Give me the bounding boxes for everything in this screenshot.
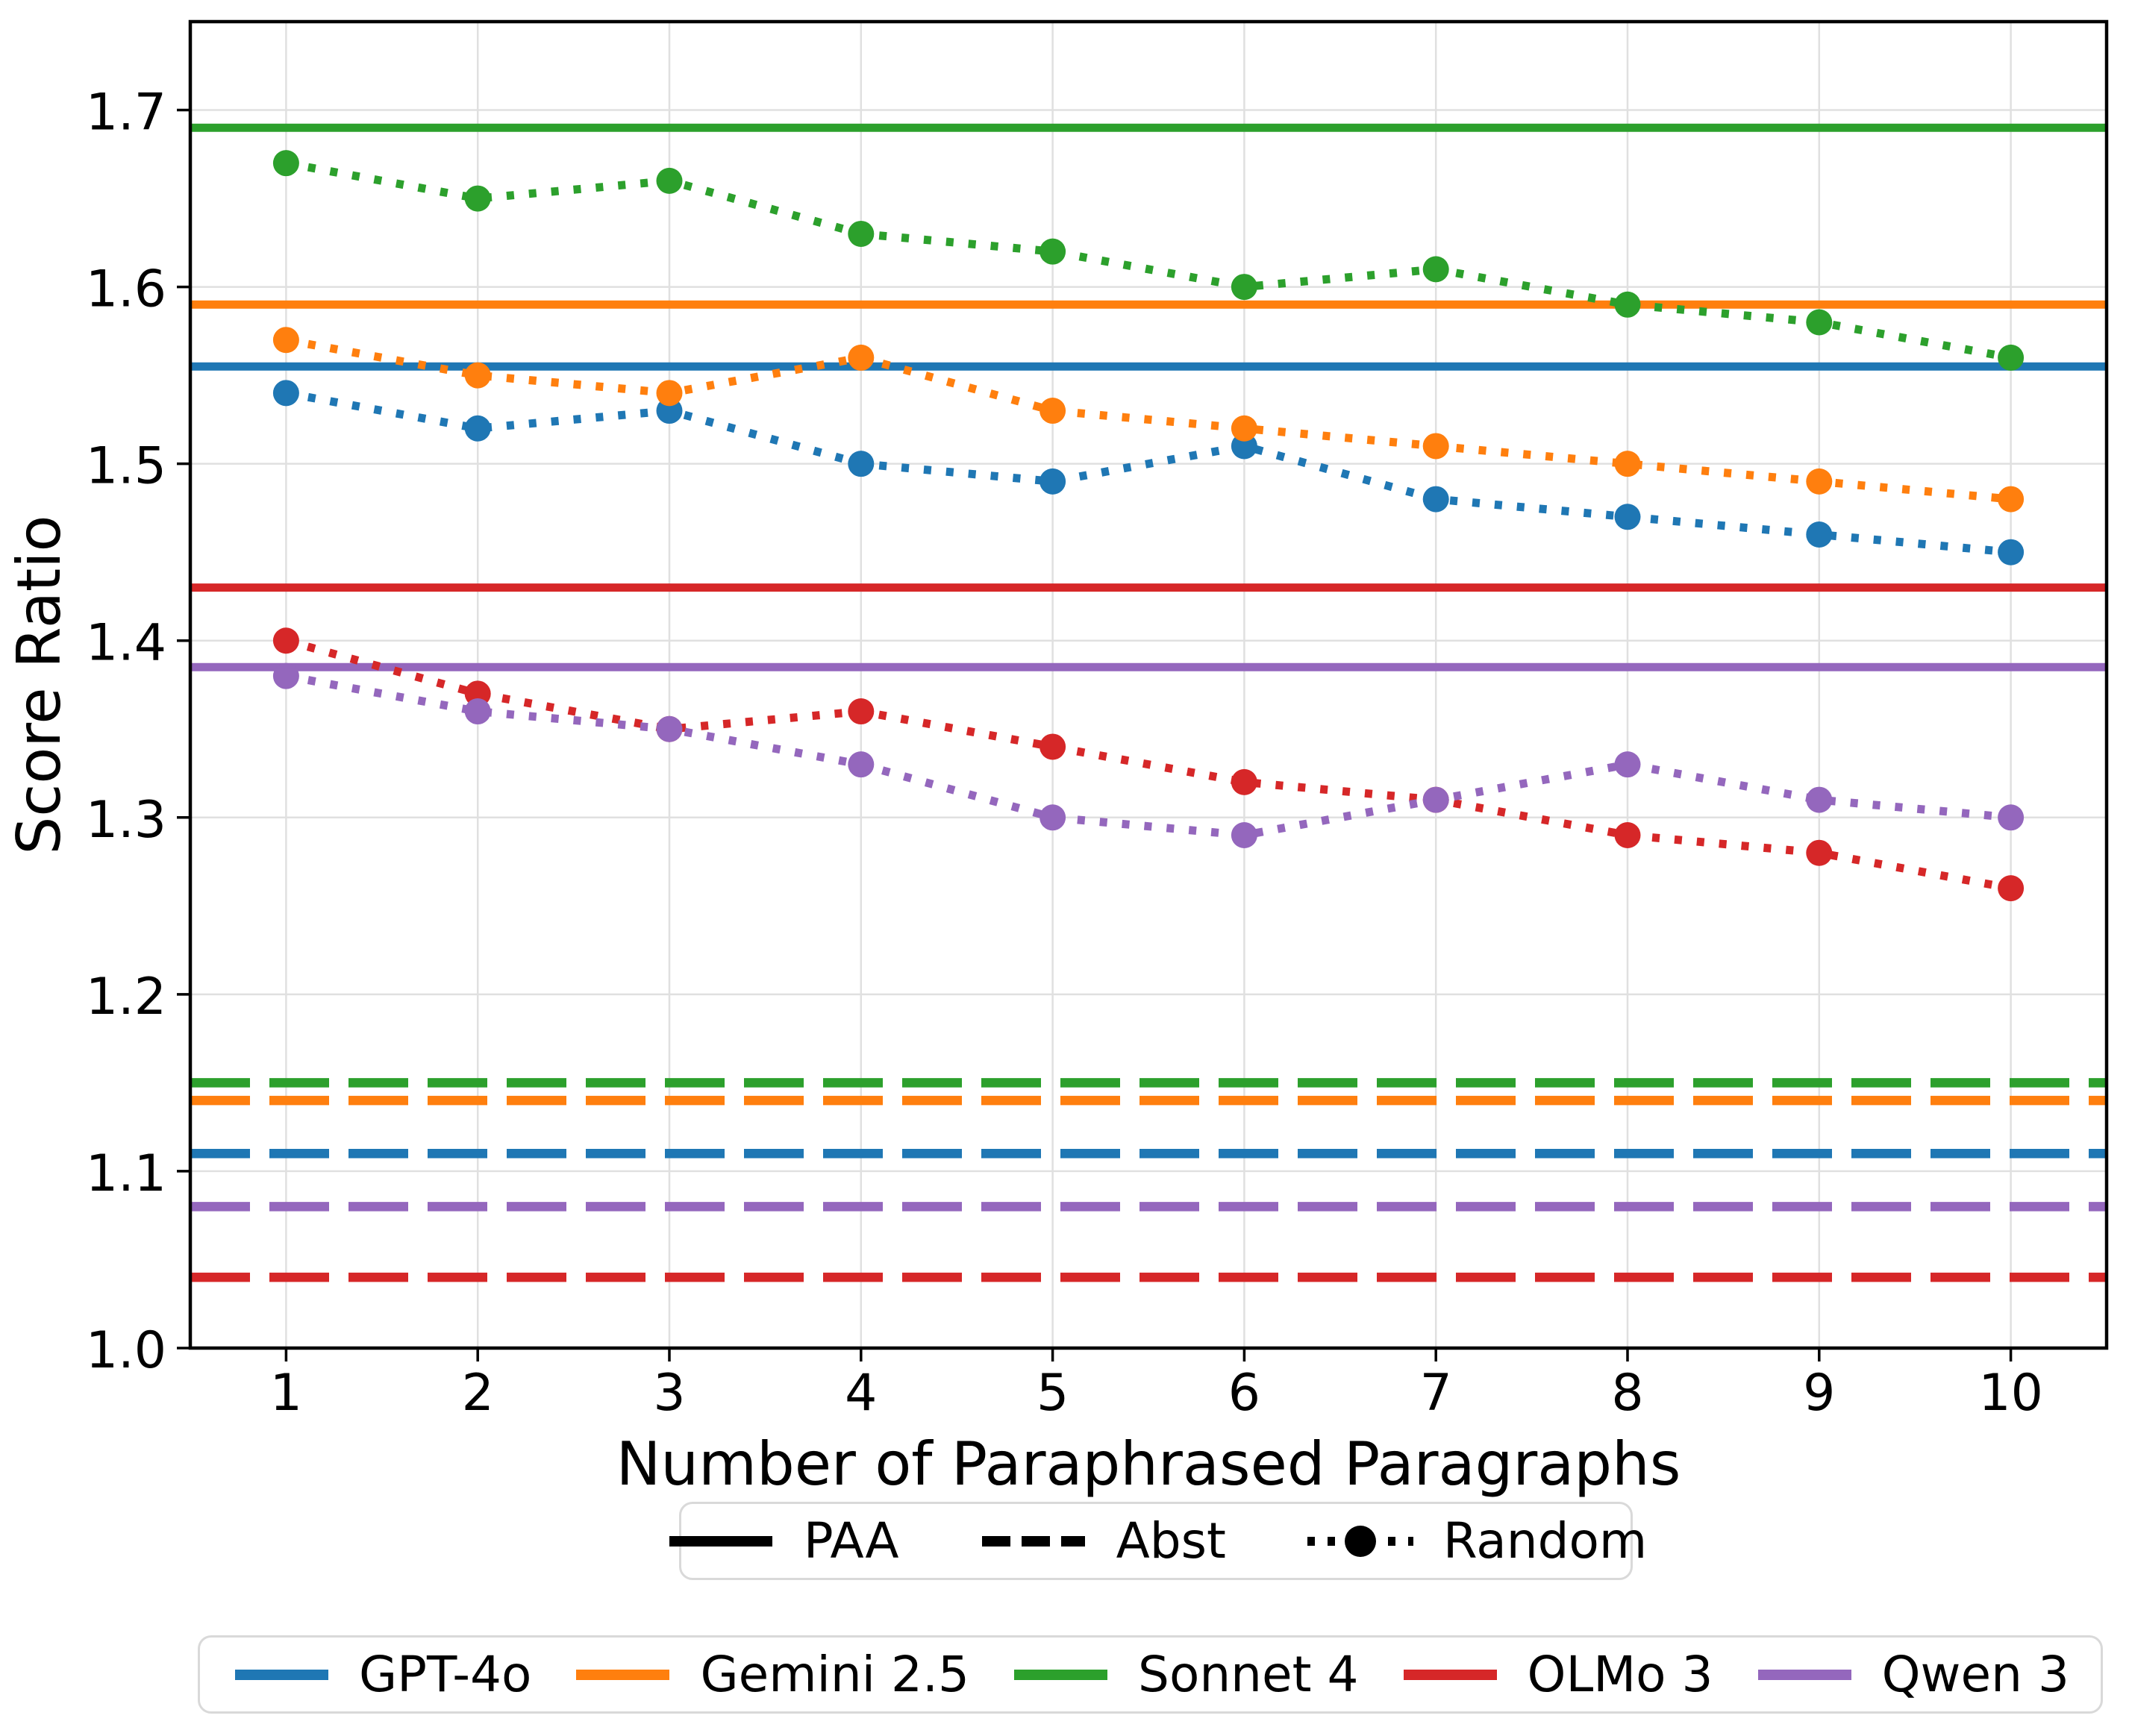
random-line-sonnet-4 <box>285 159 2012 362</box>
random-marker-qwen-3-x4 <box>848 751 875 778</box>
random-marker-qwen-3-x3 <box>656 715 683 742</box>
random-marker-olmo-3-x9 <box>1806 839 1833 866</box>
random-marker-gpt-4o-x9 <box>1806 521 1833 548</box>
axes-spines <box>188 19 2109 1350</box>
random-marker-gemini-2-5-x2 <box>464 362 491 389</box>
x-tick-label-8: 8 <box>1611 1364 1643 1423</box>
random-marker-olmo-3-x8 <box>1614 822 1641 849</box>
y-axis-label: Score Ratio <box>4 516 74 855</box>
legend-item-random: Random <box>1304 1512 1647 1570</box>
random-marker-olmo-3-x10 <box>1998 875 2025 902</box>
random-line-olmo-3 <box>284 636 2012 893</box>
legend-item-gpt-4o: GPT-4o <box>231 1646 531 1703</box>
legend-label-paa: PAA <box>803 1512 899 1570</box>
random-marker-qwen-3-x7 <box>1422 786 1449 813</box>
legend-label-gemini-2-5: Gemini 2.5 <box>700 1646 969 1703</box>
random-marker-sonnet-4-x5 <box>1040 238 1066 265</box>
random-marker-qwen-3-x2 <box>464 698 491 725</box>
random-marker-gemini-2-5-x4 <box>848 344 875 371</box>
random-marker-olmo-3-x4 <box>848 698 875 725</box>
y-tick-label-1: 1.0 <box>86 1321 166 1380</box>
legend-item-gemini-2-5: Gemini 2.5 <box>572 1646 969 1703</box>
random-marker-olmo-3-x5 <box>1040 733 1066 760</box>
random-marker-gemini-2-5-x6 <box>1231 415 1257 442</box>
random-marker-gemini-2-5-x1 <box>272 327 299 354</box>
random-marker-sonnet-4-x10 <box>1998 344 2025 371</box>
random-marker-sonnet-4-x1 <box>272 150 299 177</box>
random-line-gpt-4o <box>285 389 2012 557</box>
random-marker-gemini-2-5-x3 <box>656 380 683 407</box>
y-tick-label-1.5: 1.5 <box>86 437 166 496</box>
random-marker-sonnet-4-x2 <box>464 185 491 212</box>
random-marker-gpt-4o-x4 <box>848 451 875 477</box>
x-tick-label-1: 1 <box>270 1364 302 1423</box>
x-tick-label-4: 4 <box>845 1364 877 1423</box>
random-marker-qwen-3-x10 <box>1998 804 2025 831</box>
qwen-3-line-icon <box>1757 1669 1851 1680</box>
dotted-line-marker-icon <box>1307 1525 1413 1557</box>
random-marker-qwen-3-x6 <box>1231 822 1257 849</box>
legend-item-paa: PAA <box>665 1512 899 1570</box>
y-tick-label-1.2: 1.2 <box>86 968 166 1027</box>
legend-item-abst: Abst <box>978 1512 1226 1570</box>
random-marker-sonnet-4-x8 <box>1614 291 1641 318</box>
legend-label-abst: Abst <box>1116 1512 1226 1570</box>
x-tick-label-9: 9 <box>1803 1364 1835 1423</box>
model-legend: GPT-4o Gemini 2.5 Sonnet 4 OLMo 3 Qwen 3 <box>198 1635 2103 1714</box>
random-marker-gpt-4o-x10 <box>1998 539 2025 565</box>
y-tick-label-1.6: 1.6 <box>86 260 166 319</box>
random-marker-gemini-2-5-x5 <box>1040 398 1066 424</box>
olmo-3-line-icon <box>1403 1669 1497 1680</box>
y-tick-label-1.3: 1.3 <box>86 791 166 850</box>
legend-label-qwen-3: Qwen 3 <box>1881 1646 2069 1703</box>
legend-item-olmo-3: OLMo 3 <box>1400 1646 1713 1703</box>
y-tick-label-1.4: 1.4 <box>86 614 166 673</box>
y-tick-label-1.1: 1.1 <box>86 1144 166 1203</box>
x-tick-label-7: 7 <box>1420 1364 1452 1423</box>
x-tick-label-5: 5 <box>1037 1364 1069 1423</box>
gemini-2-5-line-icon <box>576 1669 670 1680</box>
random-marker-gpt-4o-x1 <box>272 380 299 407</box>
random-marker-gemini-2-5-x9 <box>1806 468 1833 495</box>
random-marker-qwen-3-x9 <box>1806 786 1833 813</box>
random-marker-gemini-2-5-x8 <box>1614 451 1641 477</box>
legend-label-olmo-3: OLMo 3 <box>1527 1646 1713 1703</box>
random-marker-gpt-4o-x2 <box>464 415 491 442</box>
legend-item-qwen-3: Qwen 3 <box>1754 1646 2069 1703</box>
legend-item-sonnet-4: Sonnet 4 <box>1010 1646 1358 1703</box>
solid-line-icon <box>669 1535 772 1547</box>
style-legend: PAA Abst Random <box>669 1502 1647 1580</box>
random-marker-qwen-3-x1 <box>272 662 299 689</box>
random-marker-sonnet-4-x3 <box>656 167 683 194</box>
random-marker-gpt-4o-x8 <box>1614 504 1641 530</box>
legend-label-sonnet-4: Sonnet 4 <box>1138 1646 1359 1703</box>
random-marker-gemini-2-5-x7 <box>1422 433 1449 460</box>
legend-label-random: Random <box>1442 1512 1648 1570</box>
random-marker-qwen-3-x5 <box>1040 804 1066 831</box>
random-marker-gpt-4o-x5 <box>1040 468 1066 495</box>
sonnet-4-line-icon <box>1014 1669 1108 1680</box>
random-marker-qwen-3-x8 <box>1614 751 1641 778</box>
y-tick-label-1.7: 1.7 <box>86 84 166 142</box>
random-marker-sonnet-4-x4 <box>848 220 875 247</box>
x-axis-label: Number of Paraphrased Paragraphs <box>616 1429 1681 1499</box>
x-tick-label-10: 10 <box>1978 1364 2043 1423</box>
x-tick-label-2: 2 <box>462 1364 494 1423</box>
dashed-line-icon <box>981 1535 1085 1547</box>
random-line-gemini-2-5 <box>285 336 2012 504</box>
random-marker-sonnet-4-x7 <box>1422 256 1449 283</box>
random-marker-olmo-3-x1 <box>272 627 299 654</box>
legend-label-gpt-4o: GPT-4o <box>359 1646 532 1703</box>
random-marker-sonnet-4-x6 <box>1231 274 1257 301</box>
x-tick-label-3: 3 <box>653 1364 685 1423</box>
random-line-qwen-3 <box>285 671 2012 840</box>
gpt-4o-line-icon <box>235 1669 328 1680</box>
random-marker-gemini-2-5-x10 <box>1998 486 2025 513</box>
random-marker-olmo-3-x6 <box>1231 768 1257 795</box>
x-tick-label-6: 6 <box>1228 1364 1260 1423</box>
random-marker-sonnet-4-x9 <box>1806 309 1833 336</box>
random-marker-gpt-4o-x7 <box>1422 486 1449 513</box>
